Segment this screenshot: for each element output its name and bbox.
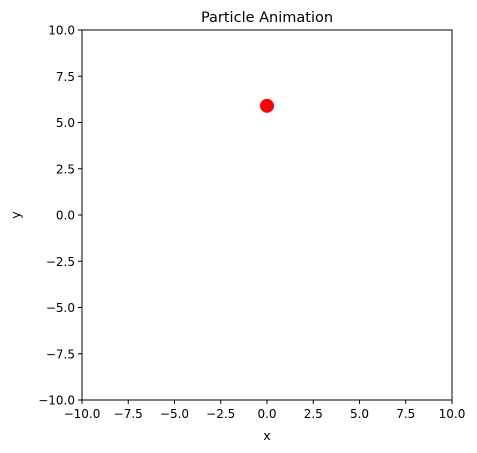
- particle-point: [260, 98, 274, 113]
- x-tick-label: 0.0: [257, 407, 276, 421]
- x-tick-label: 7.5: [396, 407, 415, 421]
- y-tick-label: −7.5: [46, 347, 75, 361]
- x-tick-label: 5.0: [350, 407, 369, 421]
- x-tick-label: −7.5: [114, 407, 143, 421]
- data-points: [260, 98, 274, 113]
- y-tick-label: −10.0: [38, 394, 75, 408]
- y-tick-label: 2.5: [56, 162, 75, 176]
- y-tick-label: −5.0: [46, 301, 75, 315]
- y-axis-label: y: [8, 211, 23, 219]
- y-axis: −10.0 −7.5 −5.0 −2.5 0.0 2.5 5.0 7.5 10.0: [38, 24, 82, 408]
- y-tick-label: −2.5: [46, 255, 75, 269]
- y-tick-label: 5.0: [56, 116, 75, 130]
- x-tick-label: 10.0: [439, 407, 466, 421]
- y-tick-label: 7.5: [56, 70, 75, 84]
- x-tick-label: −5.0: [160, 407, 189, 421]
- chart-title: Particle Animation: [201, 10, 333, 26]
- y-tick-label: 0.0: [56, 209, 75, 223]
- y-tick-label: 10.0: [48, 24, 75, 38]
- plot-area: [81, 29, 453, 401]
- x-axis: −10.0 −7.5 −5.0 −2.5 0.0 2.5 5.0 7.5 10.0: [64, 400, 466, 421]
- x-tick-label: 2.5: [304, 407, 323, 421]
- x-axis-label: x: [263, 428, 270, 443]
- x-tick-label: −2.5: [206, 407, 235, 421]
- x-tick-label: −10.0: [64, 407, 101, 421]
